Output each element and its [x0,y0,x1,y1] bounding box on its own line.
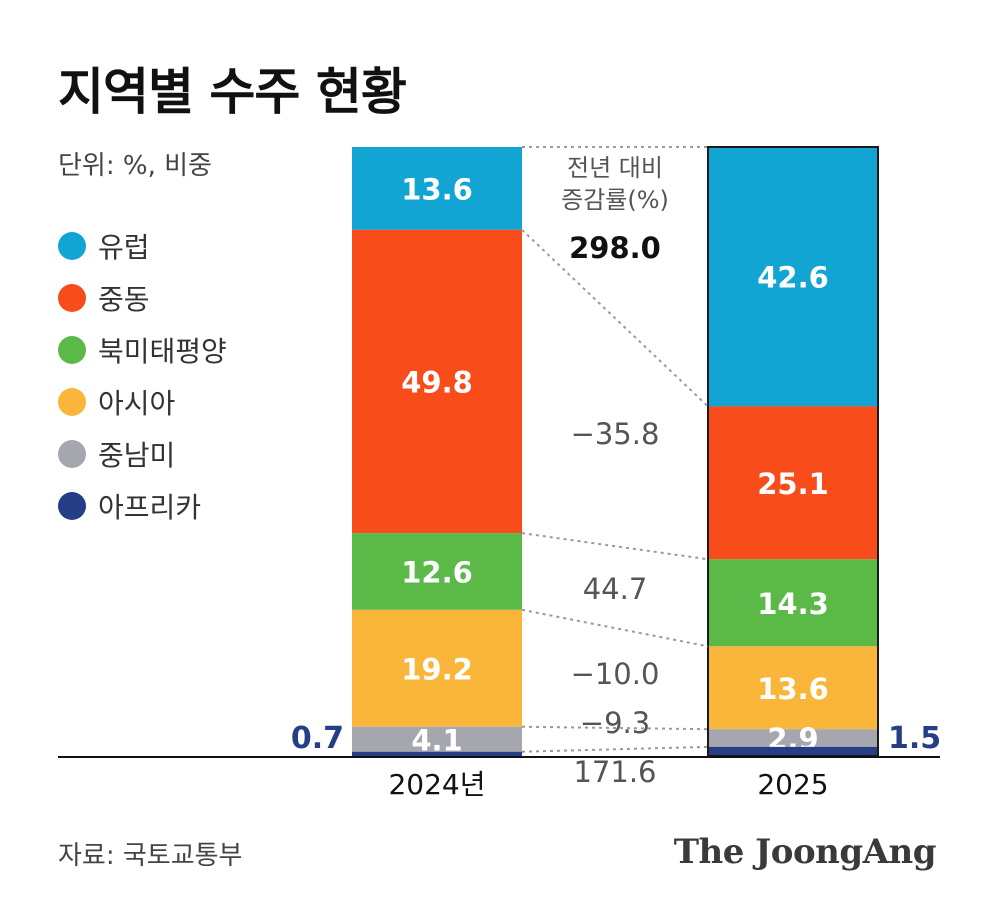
bar-segment-0-0 [352,147,522,230]
x-tick-label: 2025 [757,768,828,801]
change-value: 298.0 [569,231,661,265]
bar-value-label: 25.1 [757,467,829,501]
bar-segment-5-0 [352,751,522,756]
bar-value-label: 49.8 [401,365,473,399]
change-value: −9.3 [580,706,650,740]
legend-item-africa: 아프리카 [58,480,227,532]
connector-line [521,229,709,408]
legend-swatch [58,284,86,312]
change-header: 전년 대비 [567,154,663,182]
bar-segment-4-1 [708,729,878,747]
bar-segment-2-0 [352,533,522,610]
connector-line [521,725,709,731]
unit-label: 단위: %, 비중 [58,151,212,181]
legend-swatch [58,492,86,520]
legend-swatch [58,388,86,416]
legend-label: 아시아 [98,387,176,420]
legend-item-north-america-pacific: 북미태평양 [58,324,227,376]
legend: 유럽 중동 북미태평양 아시아 중남미 아프리카 [58,220,227,532]
connector-line [521,608,709,648]
legend-item-europe: 유럽 [58,220,227,272]
legend-swatch [58,336,86,364]
bar-value-label: 12.6 [401,555,473,589]
legend-label: 유럽 [98,231,150,264]
change-value: −10.0 [571,657,660,691]
legend-label: 중남미 [98,439,176,472]
legend-item-asia: 아시아 [58,376,227,428]
legend-item-latin-america: 중남미 [58,428,227,480]
connector-line [521,532,709,561]
outside-value-label: 0.7 [291,721,344,756]
legend-swatch [58,232,86,260]
change-value: 171.6 [573,755,656,789]
chart-title: 지역별 수주 현황 [58,63,407,121]
outside-value-label: 1.5 [888,721,941,756]
bar-value-label: 13.6 [757,672,829,706]
bar-segment-1-0 [352,229,522,534]
bar-segment-5-1 [708,746,878,756]
legend-label: 북미태평양 [98,335,227,368]
bar-segment-3-1 [708,646,878,730]
legend-item-middle-east: 중동 [58,272,227,324]
change-value: 44.7 [583,572,648,606]
connector-line [521,745,709,753]
bar-segment-2-1 [708,559,878,647]
change-header: 증감률(%) [561,186,669,214]
legend-label: 아프리카 [98,491,202,524]
bar-value-label: 19.2 [401,652,473,686]
bar-value-label: 4.1 [411,723,462,757]
source-label: 자료: 국토교통부 [58,841,243,871]
legend-label: 중동 [98,283,150,316]
x-tick-label: 2024년 [388,768,485,801]
legend-swatch [58,440,86,468]
bar-segment-1-1 [708,406,878,560]
bar-value-label: 14.3 [757,587,829,621]
change-value: −35.8 [571,417,660,451]
bar-segment-4-0 [352,726,522,752]
bar-value-label: 13.6 [401,172,473,206]
bar-value-label: 42.6 [757,261,829,295]
logo: The JoongAng [673,832,937,872]
bar-segment-0-1 [708,147,878,407]
bar-segment-3-0 [352,609,522,727]
